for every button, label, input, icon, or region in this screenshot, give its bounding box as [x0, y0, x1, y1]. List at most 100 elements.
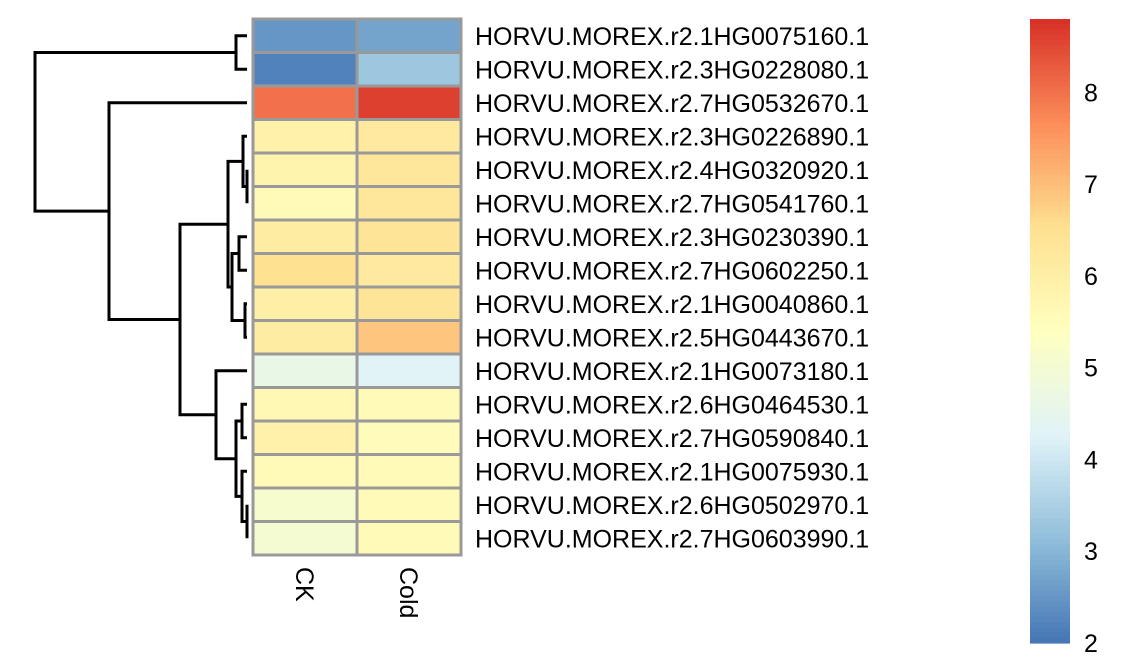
legend-gradient-segment — [1030, 627, 1070, 634]
legend-gradient-segment — [1030, 419, 1070, 426]
legend-gradient-segment — [1030, 575, 1070, 582]
legend-gradient-segment — [1030, 19, 1070, 25]
legend-gradient-segment — [1030, 112, 1070, 119]
legend-gradient-segment — [1030, 559, 1070, 566]
legend-gradient-segment — [1030, 455, 1070, 462]
legend-gradient-segment — [1030, 637, 1070, 644]
legend-gradient-segment — [1030, 622, 1070, 628]
legend-gradient-segment — [1030, 341, 1070, 348]
legend-gradient-segment — [1030, 336, 1070, 342]
legend-gradient-segment — [1030, 81, 1070, 88]
legend-gradient-segment — [1030, 237, 1070, 244]
legend-gradient-segment — [1030, 351, 1070, 358]
legend-gradient-segment — [1030, 55, 1070, 62]
legend-gradient-segment — [1030, 279, 1070, 285]
legend-gradient-segment — [1030, 138, 1070, 145]
legend-gradient-segment — [1030, 154, 1070, 160]
legend-gradient-segment — [1030, 617, 1070, 623]
heatmap-cell — [251, 352, 359, 389]
row-label: HORVU.MOREX.r2.6HG0464530.1 — [475, 391, 869, 419]
legend-gradient-segment — [1030, 393, 1070, 400]
legend-gradient-segment — [1030, 91, 1070, 98]
legend-gradient-segment — [1030, 518, 1070, 524]
legend-gradient-segment — [1030, 159, 1070, 166]
legend-gradient-segment — [1030, 580, 1070, 587]
heatmap-cell — [355, 486, 463, 523]
dendrogram-branch — [234, 34, 247, 71]
legend-gradient-segment — [1030, 294, 1070, 301]
legend-gradient-segment — [1030, 65, 1070, 72]
legend-gradient-segment — [1030, 206, 1070, 212]
heatmap-cell — [355, 285, 463, 322]
legend-gradient-segment — [1030, 253, 1070, 259]
legend-gradient-segment — [1030, 175, 1070, 181]
dendrogram-branch — [226, 159, 243, 289]
legend-gradient-segment — [1030, 143, 1070, 150]
legend-gradient-segment — [1030, 544, 1070, 550]
legend-gradient-segment — [1030, 362, 1070, 368]
legend-gradient-segment — [1030, 39, 1070, 46]
legend-gradient-segment — [1030, 585, 1070, 592]
legend-gradient-segment — [1030, 466, 1070, 472]
heatmap-cell — [355, 252, 463, 289]
dendrogram-branch — [107, 101, 247, 321]
dendrogram-branch — [178, 222, 228, 417]
legend-gradient-segment — [1030, 331, 1070, 337]
legend-gradient-segment — [1030, 117, 1070, 124]
heatmap-cell — [355, 84, 463, 121]
legend-gradient-segment — [1030, 310, 1070, 316]
legend-gradient-segment — [1030, 502, 1070, 509]
heatmap-cell — [251, 218, 359, 255]
heatmap-cell — [251, 285, 359, 322]
heatmap-cell — [251, 185, 359, 222]
legend-gradient-segment — [1030, 429, 1070, 436]
heatmap-cell — [251, 319, 359, 356]
column-label: CK — [290, 567, 318, 602]
legend-gradient-segment — [1030, 263, 1070, 270]
legend-gradient-segment — [1030, 284, 1070, 290]
row-label: HORVU.MOREX.r2.6HG0502970.1 — [475, 492, 869, 520]
heatmap-cell — [355, 118, 463, 155]
row-labels: HORVU.MOREX.r2.1HG0075160.1 HORVU.MOREX.r… — [475, 23, 869, 554]
legend-gradient-segment — [1030, 476, 1070, 483]
legend-gradient-segment — [1030, 258, 1070, 264]
legend-gradient-segment — [1030, 128, 1070, 134]
legend-gradient-segment — [1030, 325, 1070, 332]
legend-gradient-segment — [1030, 169, 1070, 176]
heatmap-cell — [251, 17, 359, 54]
legend-gradient-segment — [1030, 60, 1070, 67]
row-dendrogram — [33, 34, 249, 539]
legend-gradient-segment — [1030, 554, 1070, 561]
legend-gradient-segment — [1030, 133, 1070, 140]
legend-gradient-segment — [1030, 164, 1070, 171]
row-label: HORVU.MOREX.r2.5HG0443670.1 — [475, 324, 869, 352]
legend-gradient-segment — [1030, 299, 1070, 306]
column-label: Cold — [394, 567, 422, 618]
heatmap-cell — [355, 218, 463, 255]
legend-tick-label: 7 — [1084, 171, 1098, 199]
legend-gradient-segment — [1030, 45, 1070, 51]
row-label: HORVU.MOREX.r2.7HG0532670.1 — [475, 90, 869, 118]
legend-gradient-segment — [1030, 268, 1070, 275]
heatmap-cell — [251, 84, 359, 121]
heatmap-cell — [355, 386, 463, 423]
legend-gradient-segment — [1030, 440, 1070, 446]
legend-gradient-segment — [1030, 492, 1070, 498]
legend-gradient-segment — [1030, 471, 1070, 478]
legend-gradient-segment — [1030, 227, 1070, 233]
legend-gradient-segment — [1030, 71, 1070, 77]
legend-gradient-segment — [1030, 403, 1070, 410]
legend-tick-label: 8 — [1084, 79, 1098, 107]
row-label: HORVU.MOREX.r2.1HG0075160.1 — [475, 23, 869, 51]
legend-gradient-segment — [1030, 632, 1070, 639]
legend-gradient-segment — [1030, 523, 1070, 530]
legend-gradient-segment — [1030, 29, 1070, 36]
legend-gradient-segment — [1030, 76, 1070, 82]
legend-gradient-segment — [1030, 50, 1070, 56]
dendrogram-branch — [237, 235, 247, 272]
heatmap-cell — [355, 151, 463, 188]
heatmap-cell — [251, 453, 359, 490]
legend-gradient-segment — [1030, 409, 1070, 415]
legend-gradient-segment — [1030, 549, 1070, 556]
